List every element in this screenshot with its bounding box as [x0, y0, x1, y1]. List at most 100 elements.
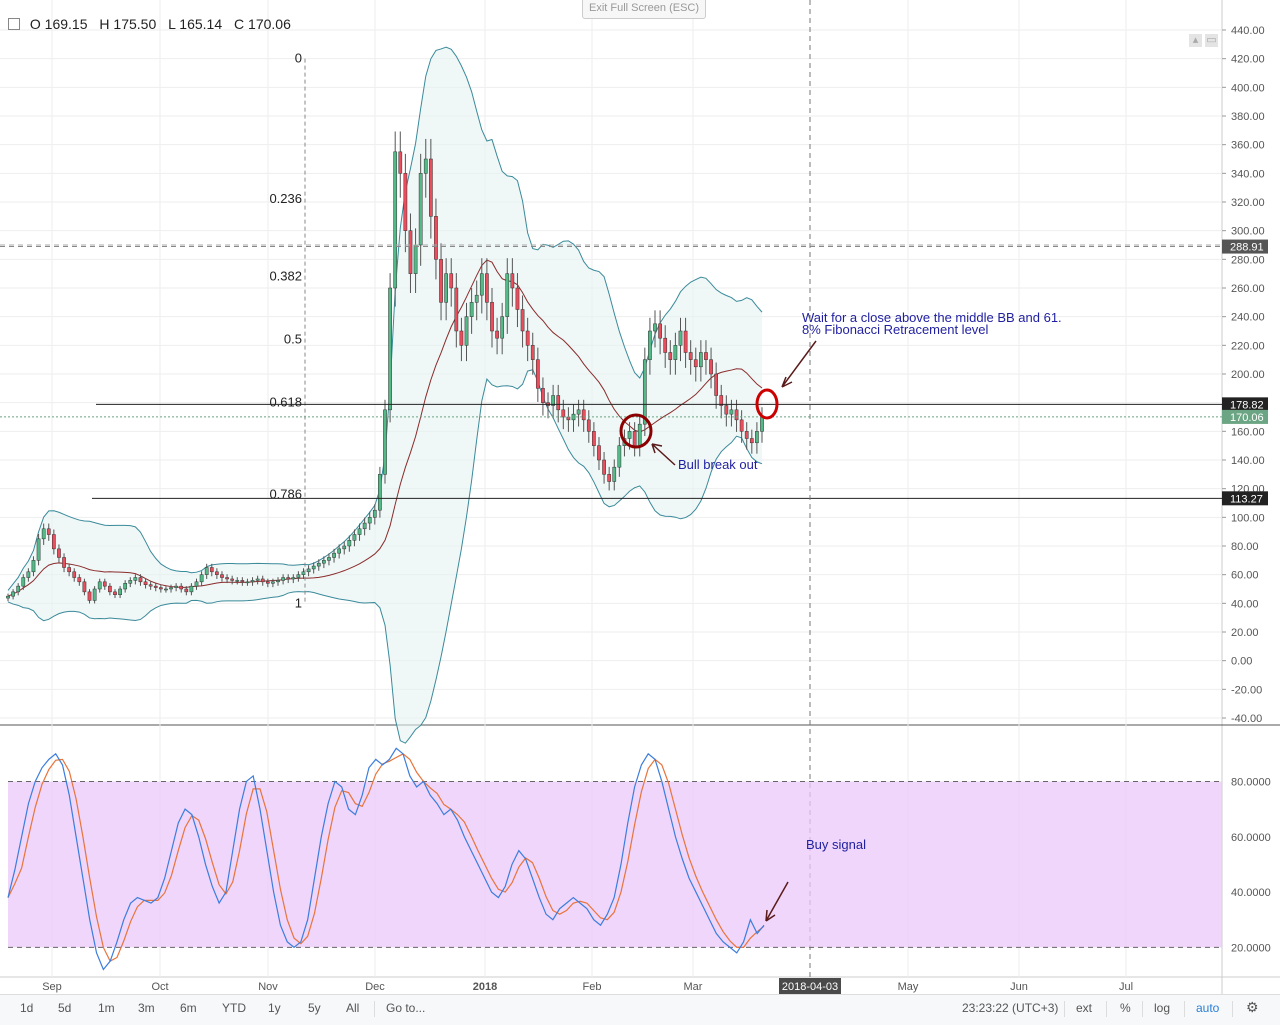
- fib-level-label: 0.382: [269, 269, 302, 284]
- range-1y-button[interactable]: 1y: [268, 1001, 281, 1015]
- candle-body: [525, 330, 530, 346]
- candle-body: [602, 459, 606, 475]
- time-tick-label: Mar: [684, 981, 703, 993]
- candle-body: [668, 352, 673, 360]
- candle-body: [102, 581, 107, 587]
- price-tick-label: 20.00: [1231, 627, 1259, 639]
- price-tick-label: 40.00: [1231, 598, 1259, 610]
- log-scale-toggle[interactable]: log: [1154, 1001, 1171, 1015]
- candle-body: [245, 581, 250, 584]
- candle-body: [31, 560, 36, 573]
- candle-body: [378, 474, 382, 511]
- candle-body: [658, 323, 662, 339]
- time-tick-label: Jun: [1010, 981, 1028, 993]
- range-5d-button[interactable]: 5d: [58, 1001, 72, 1015]
- candle-body: [479, 273, 484, 296]
- candle-body: [235, 580, 240, 582]
- price-tag-box: [1222, 491, 1268, 506]
- time-tick-label: 2018: [473, 981, 497, 993]
- pane-controls: ▴ ▭: [1186, 34, 1218, 47]
- candle-body: [709, 359, 713, 375]
- candle-body: [21, 577, 26, 587]
- bollinger-middle-line: [7, 259, 763, 597]
- time-tick-label: Feb: [583, 981, 602, 993]
- price-tag-label: 170.06: [1230, 412, 1264, 424]
- annotation-wait-line1: Wait for a close above the middle BB and…: [802, 310, 1062, 325]
- candle-body: [174, 585, 178, 588]
- candle-body: [495, 330, 499, 339]
- candle-body: [490, 302, 494, 332]
- fib-level-label: 1: [295, 595, 302, 610]
- range-6m-button[interactable]: 6m: [180, 1001, 197, 1015]
- extended-hours-toggle[interactable]: ext: [1076, 1001, 1093, 1015]
- candle-body: [714, 373, 718, 396]
- bottom-toolbar: 1d 5d 1m 3m 6m YTD 1y 5y All Go to... 23…: [0, 994, 1280, 1025]
- range-1d-button[interactable]: 1d: [20, 1001, 34, 1015]
- auto-scale-toggle[interactable]: auto: [1196, 1001, 1220, 1015]
- fib-level-label: 0.5: [284, 332, 302, 347]
- ohlc-legend: O 169.15 H 175.50 L 165.14 C 170.06: [8, 16, 291, 32]
- candle-body: [760, 416, 764, 432]
- exit-fullscreen-button[interactable]: Exit Full Screen (ESC): [582, 0, 706, 19]
- crosshair-date-label: 2018-04-03: [782, 981, 838, 993]
- price-tag-box: [1222, 397, 1268, 412]
- breakout-circle: [619, 413, 653, 449]
- annotation-arrow: [765, 881, 789, 922]
- pane-maximize-icon[interactable]: ▭: [1205, 34, 1218, 47]
- range-1m-button[interactable]: 1m: [98, 1001, 115, 1015]
- candle-body: [158, 587, 163, 590]
- range-5y-button[interactable]: 5y: [308, 1001, 321, 1015]
- candle-body: [469, 302, 474, 317]
- goto-date-button[interactable]: Go to...: [386, 1001, 426, 1015]
- candle-body: [194, 581, 199, 587]
- price-tick-label: 200.00: [1231, 369, 1265, 381]
- candle-body: [459, 330, 464, 346]
- candle-body: [52, 534, 56, 550]
- candle-body: [454, 287, 459, 332]
- toolbar-divider: [1142, 1001, 1143, 1017]
- candle-body: [561, 409, 566, 418]
- bollinger-band-fill: [8, 47, 762, 744]
- candle-body: [556, 395, 561, 411]
- candle-body: [11, 591, 15, 597]
- candle-body: [332, 552, 336, 558]
- fib-level-label: 0.236: [269, 191, 302, 206]
- candle-body: [403, 173, 408, 231]
- candle-body: [744, 431, 749, 439]
- price-tick-label: 160.00: [1231, 426, 1265, 438]
- price-tick-label: 360.00: [1231, 140, 1265, 152]
- candle-body: [576, 409, 581, 415]
- candle-body: [439, 259, 443, 303]
- candle-body: [474, 294, 479, 303]
- pane-up-icon[interactable]: ▴: [1189, 34, 1202, 47]
- candle-body: [510, 273, 515, 289]
- chart-canvas[interactable]: 440.00 420.00 400.00 380.00 360.00 340.00 320.…: [0, 0, 1280, 994]
- range-all-button[interactable]: All: [346, 1001, 360, 1015]
- range-ytd-button[interactable]: YTD: [222, 1001, 246, 1015]
- candle-body: [388, 287, 392, 411]
- ohlc-close: C 170.06: [234, 16, 291, 32]
- candle-body: [153, 585, 158, 588]
- bollinger-lower-line: [7, 369, 763, 744]
- candle-body: [306, 568, 311, 573]
- range-3m-button[interactable]: 3m: [138, 1001, 155, 1015]
- candle-body: [393, 151, 398, 289]
- candle-body: [653, 323, 657, 332]
- price-tick-label: -40.00: [1231, 713, 1262, 725]
- candle-body: [755, 431, 759, 444]
- candle-body: [592, 431, 596, 446]
- candle-body: [281, 577, 285, 581]
- candle-body: [92, 588, 97, 601]
- candle-body: [123, 583, 128, 590]
- stoch-tick-label: 60.0000: [1231, 832, 1271, 844]
- percent-scale-toggle[interactable]: %: [1120, 1001, 1131, 1015]
- price-tag-box: [1222, 409, 1268, 424]
- toolbar-divider: [1106, 1001, 1107, 1017]
- candle-body: [648, 330, 652, 360]
- candle-body: [225, 577, 229, 580]
- gear-icon[interactable]: ⚙: [1246, 999, 1259, 1015]
- symbol-toggle-icon[interactable]: [8, 18, 20, 30]
- candle-body: [418, 173, 423, 246]
- candle-body: [637, 423, 642, 446]
